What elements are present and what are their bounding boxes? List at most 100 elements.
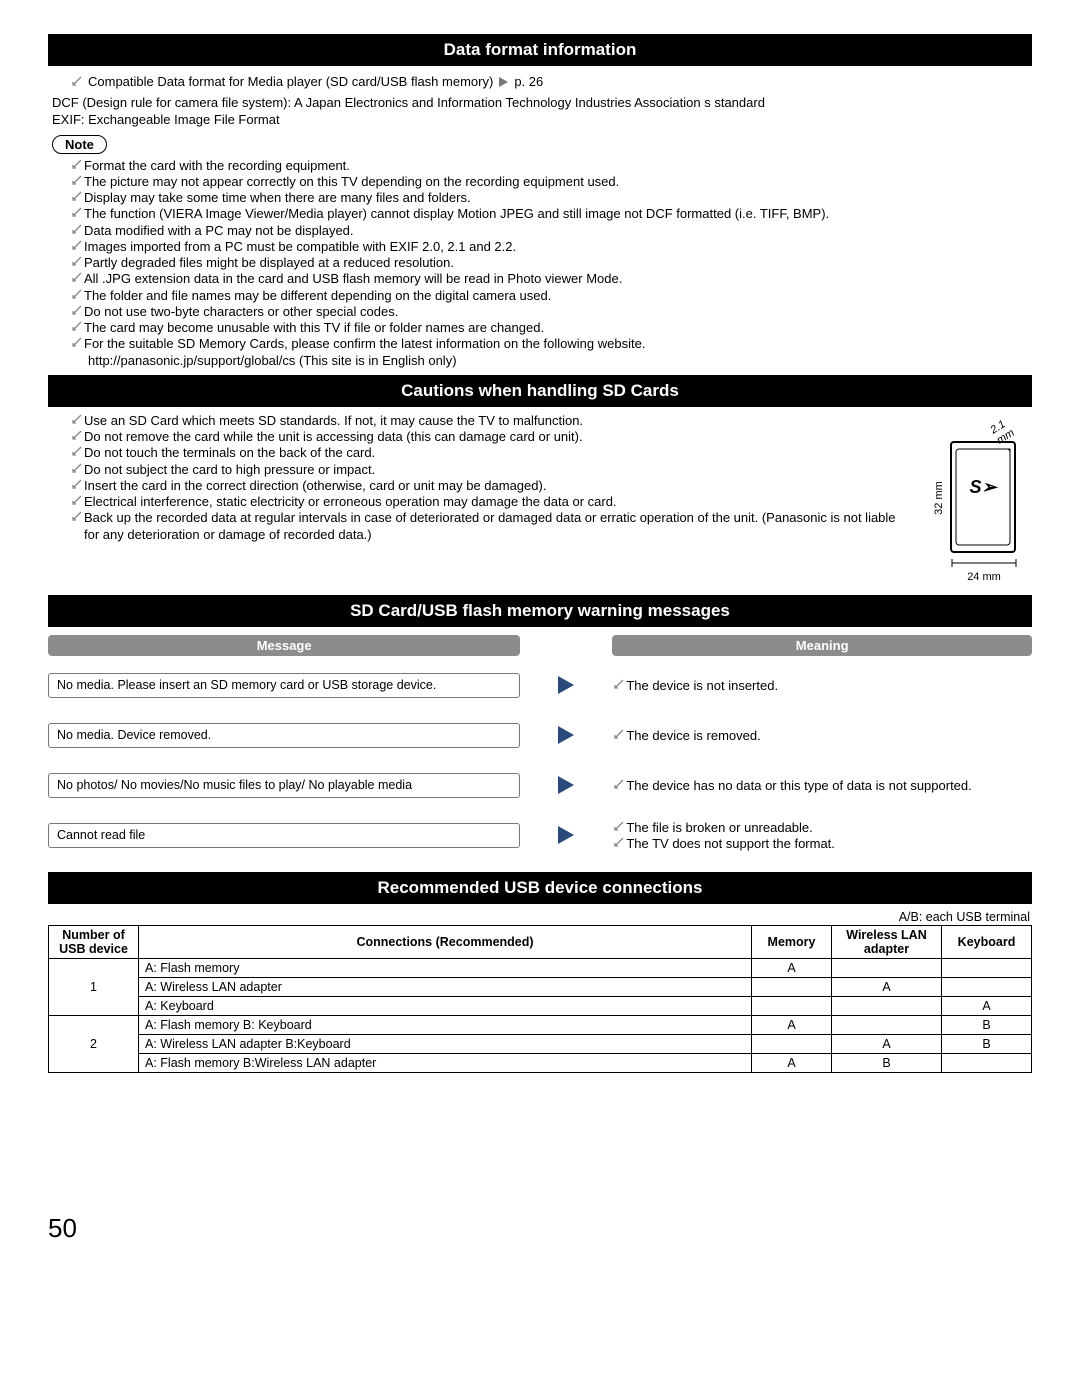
message-box: No media. Please insert an SD memory car…: [48, 673, 520, 698]
cell-mem: A: [752, 958, 832, 977]
meaning-item: The device is removed.: [612, 716, 1032, 756]
intro-text-2: DCF (Design rule for camera file system)…: [52, 95, 1032, 112]
bullet-text: The picture may not appear correctly on …: [84, 174, 619, 190]
sd-dim-left: 32 mm: [933, 481, 945, 515]
bullet-text: For the suitable SD Memory Cards, please…: [84, 336, 645, 352]
message-box: Cannot read file: [48, 823, 520, 848]
arrow-right-icon: [558, 676, 574, 694]
bullet-text: All .JPG extension data in the card and …: [84, 271, 622, 287]
swoosh-icon: [70, 175, 82, 189]
bullet-text: Images imported from a PC must be compat…: [84, 239, 516, 255]
cautions-list: Use an SD Card which meets SD standards.…: [70, 413, 1032, 543]
table-row: A: Wireless LAN adapter A: [49, 977, 1032, 996]
cell-wlan: [832, 958, 942, 977]
bullet-text: Partly degraded files might be displayed…: [84, 255, 454, 271]
swoosh-icon: [70, 446, 82, 460]
cell-conn: A: Flash memory B: Keyboard: [139, 1015, 752, 1034]
meaning-text: The device is not inserted.: [626, 678, 778, 694]
swoosh-icon: [70, 463, 82, 477]
arrow-right-icon: [558, 826, 574, 844]
swoosh-icon: [70, 240, 82, 254]
bullet-text: The card may become unusable with this T…: [84, 320, 544, 336]
sd-dim-top: 2.1 mm: [988, 407, 1031, 446]
swoosh-icon: [70, 207, 82, 221]
swoosh-icon: [70, 305, 82, 319]
bullet-item: Electrical interference, static electric…: [70, 494, 912, 510]
th-conn: Connections (Recommended): [139, 925, 752, 958]
swoosh-icon: [70, 511, 82, 525]
swoosh-icon: [612, 779, 624, 793]
cell-kbd: A: [942, 996, 1032, 1015]
cell-conn: A: Flash memory: [139, 958, 752, 977]
cell-kbd: [942, 1053, 1032, 1072]
cell-mem: A: [752, 1053, 832, 1072]
bullet-item: Format the card with the recording equip…: [70, 158, 1032, 174]
table-row: 2A: Flash memory B: KeyboardAB: [49, 1015, 1032, 1034]
intro-text-1a: Compatible Data format for Media player …: [88, 74, 493, 91]
swoosh-icon: [612, 729, 624, 743]
message-box: No media. Device removed.: [48, 723, 520, 748]
section-header-usb: Recommended USB device connections: [48, 872, 1032, 904]
bullet-item: The card may become unusable with this T…: [70, 320, 1032, 336]
th-kbd: Keyboard: [942, 925, 1032, 958]
arrow-right-icon: [499, 77, 508, 87]
bullet-subline: http://panasonic.jp/support/global/cs (T…: [88, 353, 1032, 369]
cell-mem: [752, 977, 832, 996]
swoosh-icon: [70, 495, 82, 509]
swoosh-icon: [70, 76, 82, 90]
cell-mem: [752, 1034, 832, 1053]
swoosh-icon: [70, 289, 82, 303]
cell-num: 1: [49, 958, 139, 1015]
cell-kbd: [942, 958, 1032, 977]
swoosh-icon: [70, 414, 82, 428]
sd-dim-bottom: 24 mm: [944, 571, 1024, 583]
bullet-item: Insert the card in the correct direction…: [70, 478, 912, 494]
swoosh-icon: [70, 191, 82, 205]
bullet-text: Format the card with the recording equip…: [84, 158, 350, 174]
swoosh-icon: [70, 430, 82, 444]
cell-conn: A: Wireless LAN adapter B:Keyboard: [139, 1034, 752, 1053]
bullet-text: Display may take some time when there ar…: [84, 190, 471, 206]
cell-conn: A: Wireless LAN adapter: [139, 977, 752, 996]
bullet-text: Insert the card in the correct direction…: [84, 478, 546, 494]
swoosh-icon: [70, 256, 82, 270]
bullet-text: Data modified with a PC may not be displ…: [84, 223, 354, 239]
bullet-text: Do not touch the terminals on the back o…: [84, 445, 375, 461]
section-header-data-format: Data format information: [48, 34, 1032, 66]
table-row: A: KeyboardA: [49, 996, 1032, 1015]
bullet-item: Do not use two-byte characters or other …: [70, 304, 1032, 320]
bullet-text: Do not use two-byte characters or other …: [84, 304, 398, 320]
cell-kbd: B: [942, 1015, 1032, 1034]
cell-wlan: A: [832, 977, 942, 996]
svg-text:S➢: S➢: [969, 477, 998, 497]
swoosh-icon: [612, 821, 624, 835]
bullet-item: Images imported from a PC must be compat…: [70, 239, 1032, 255]
table-row: A: Wireless LAN adapter B:KeyboardAB: [49, 1034, 1032, 1053]
bullet-item: Use an SD Card which meets SD standards.…: [70, 413, 912, 429]
swoosh-icon: [70, 479, 82, 493]
swoosh-icon: [70, 224, 82, 238]
col-header-message: Message: [48, 635, 520, 656]
meaning-text: The TV does not support the format.: [626, 836, 835, 852]
cell-wlan: B: [832, 1053, 942, 1072]
th-num: Number of USB device: [49, 925, 139, 958]
usb-connections-table: Number of USB device Connections (Recomm…: [48, 925, 1032, 1073]
cell-conn: A: Flash memory B:Wireless LAN adapter: [139, 1053, 752, 1072]
arrow-right-icon: [558, 776, 574, 794]
swoosh-icon: [70, 337, 82, 351]
meaning-text: The file is broken or unreadable.: [626, 820, 812, 836]
sd-card-diagram: S➢ 2.1 mm 32 mm 24 mm: [922, 413, 1032, 583]
col-header-meaning: Meaning: [612, 635, 1032, 656]
page-number: 50: [48, 1213, 1032, 1244]
bullet-text: The function (VIERA Image Viewer/Media p…: [84, 206, 829, 222]
table-row: 1A: Flash memoryA: [49, 958, 1032, 977]
warning-messages-block: Message No media. Please insert an SD me…: [48, 635, 1032, 866]
cell-kbd: B: [942, 1034, 1032, 1053]
cell-kbd: [942, 977, 1032, 996]
cell-mem: A: [752, 1015, 832, 1034]
section-header-cautions: Cautions when handling SD Cards: [48, 375, 1032, 407]
notes-list: Format the card with the recording equip…: [70, 158, 1032, 369]
usb-ab-note: A/B: each USB terminal: [48, 910, 1030, 924]
message-box: No photos/ No movies/No music files to p…: [48, 773, 520, 798]
cell-num: 2: [49, 1015, 139, 1072]
